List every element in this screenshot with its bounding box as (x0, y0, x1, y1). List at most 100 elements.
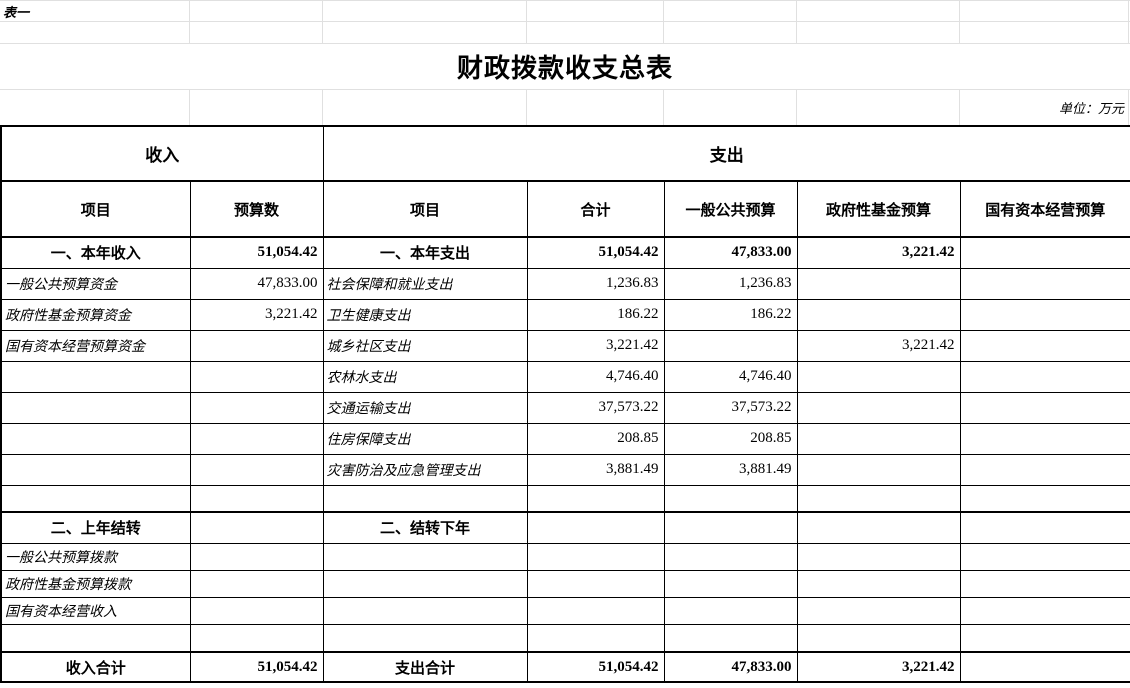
table-row (0, 484, 1130, 513)
cell-fund-budget (796, 391, 961, 424)
table-row: 国有资本经营收入 (0, 596, 1130, 625)
cell-income-budget (189, 422, 324, 455)
cell-capital-budget (959, 651, 1130, 683)
cell-expense-item: 支出合计 (322, 651, 528, 683)
cell-income-item: 一般公共预算资金 (0, 267, 191, 300)
cell-general-budget (663, 596, 798, 625)
table-row: 二、上年结转 二、结转下年 (0, 511, 1130, 544)
cell-capital-budget (959, 542, 1130, 571)
cell-fund-budget (796, 569, 961, 598)
cell-expense-item: 农林水支出 (322, 360, 528, 393)
sheet-label: 表一 (3, 5, 30, 20)
table-row: 一般公共预算资金 47,833.00 社会保障和就业支出 1,236.83 1,236.… (0, 267, 1130, 300)
col-header-capital-budget: 国有资本经营预算 (959, 180, 1130, 238)
cell-total (526, 511, 665, 544)
cell-income-budget: 3,221.42 (189, 298, 324, 331)
cell-expense-item: 住房保障支出 (322, 422, 528, 455)
cell-capital-budget (959, 236, 1130, 269)
cell-fund-budget: 3,221.42 (796, 651, 961, 683)
income-group-header: 收入 (0, 125, 324, 182)
cell-general-budget: 3,881.49 (663, 453, 798, 486)
cell-fund-budget: 3,221.42 (796, 329, 961, 362)
cell-general-budget: 4,746.40 (663, 360, 798, 393)
cell-fund-budget: 3,221.42 (796, 236, 961, 269)
cell-income-item (0, 422, 191, 455)
cell-general-budget: 1,236.83 (663, 267, 798, 300)
table-row: 政府性基金预算资金 3,221.42 卫生健康支出 186.22 186.22 (0, 298, 1130, 331)
cell-general-budget: 47,833.00 (663, 236, 798, 269)
cell-expense-item: 二、结转下年 (322, 511, 528, 544)
table-row: 一、本年收入 51,054.42 一、本年支出 51,054.42 47,833.00 3… (0, 236, 1130, 269)
cell-expense-item (322, 542, 528, 571)
cell-total: 208.85 (526, 422, 665, 455)
cell-capital-budget (959, 569, 1130, 598)
cell-total: 37,573.22 (526, 391, 665, 424)
cell-capital-budget (959, 267, 1130, 300)
table-row: 一般公共预算拨款 (0, 542, 1130, 571)
cell-income-budget (189, 596, 324, 625)
expenditure-group-header: 支出 (322, 125, 1130, 182)
gridline (189, 0, 190, 43)
group-header-row: 收入 支出 (0, 125, 1130, 182)
cell-capital-budget (959, 360, 1130, 393)
cell-fund-budget (796, 596, 961, 625)
title-band: 财政拨款收支总表 (0, 43, 1130, 90)
cell-income-budget: 47,833.00 (189, 267, 324, 300)
cell-general-budget (663, 623, 798, 653)
gridline (796, 89, 797, 125)
gridline (0, 89, 1130, 90)
cell-general-budget: 208.85 (663, 422, 798, 455)
cell-capital-budget (959, 422, 1130, 455)
cell-expense-item: 卫生健康支出 (322, 298, 528, 331)
cell-total: 1,236.83 (526, 267, 665, 300)
cell-income-item: 一般公共预算拨款 (0, 542, 191, 571)
cell-capital-budget (959, 391, 1130, 424)
col-header-income-budget: 预算数 (189, 180, 324, 238)
cell-income-item (0, 360, 191, 393)
cell-fund-budget (796, 360, 961, 393)
cell-total: 4,746.40 (526, 360, 665, 393)
cell-expense-item (322, 569, 528, 598)
cell-expense-item: 灾害防治及应急管理支出 (322, 453, 528, 486)
gridline (526, 89, 527, 125)
budget-table: 收入 支出 项目 预算数 项目 合计 一般公共预算 政府性基金预算 国有资本经营… (0, 125, 1130, 683)
cell-total: 51,054.42 (526, 236, 665, 269)
cell-general-budget: 186.22 (663, 298, 798, 331)
cell-general-budget: 47,833.00 (663, 651, 798, 683)
cell-general-budget (663, 542, 798, 571)
cell-total: 186.22 (526, 298, 665, 331)
gridline (959, 89, 960, 125)
table-row: 住房保障支出 208.85 208.85 (0, 422, 1130, 455)
cell-income-item (0, 453, 191, 486)
gridline (322, 89, 323, 125)
column-header-row: 项目 预算数 项目 合计 一般公共预算 政府性基金预算 国有资本经营预算 (0, 180, 1130, 238)
gridline (0, 0, 1130, 1)
cell-capital-budget (959, 511, 1130, 544)
col-header-general-budget: 一般公共预算 (663, 180, 798, 238)
cell-income-budget (189, 484, 324, 513)
cell-income-item: 政府性基金预算资金 (0, 298, 191, 331)
cell-income-item: 国有资本经营收入 (0, 596, 191, 625)
cell-fund-budget (796, 422, 961, 455)
col-header-expense-item: 项目 (322, 180, 528, 238)
gridline (1128, 89, 1129, 125)
cell-general-budget (663, 329, 798, 362)
cell-income-item: 一、本年收入 (0, 236, 191, 269)
table-row (0, 623, 1130, 653)
cell-fund-budget (796, 542, 961, 571)
cell-income-budget (189, 511, 324, 544)
cell-expense-item (322, 623, 528, 653)
cell-expense-item: 交通运输支出 (322, 391, 528, 424)
cell-income-item: 政府性基金预算拨款 (0, 569, 191, 598)
table-row: 交通运输支出 37,573.22 37,573.22 (0, 391, 1130, 424)
cell-income-item (0, 623, 191, 653)
cell-income-item (0, 484, 191, 513)
cell-income-budget: 51,054.42 (189, 651, 324, 683)
cell-fund-budget (796, 484, 961, 513)
gridline (959, 0, 960, 43)
cell-total: 51,054.42 (526, 651, 665, 683)
cell-income-item: 二、上年结转 (0, 511, 191, 544)
cell-capital-budget (959, 298, 1130, 331)
gridline (1128, 0, 1129, 43)
gridline (663, 89, 664, 125)
